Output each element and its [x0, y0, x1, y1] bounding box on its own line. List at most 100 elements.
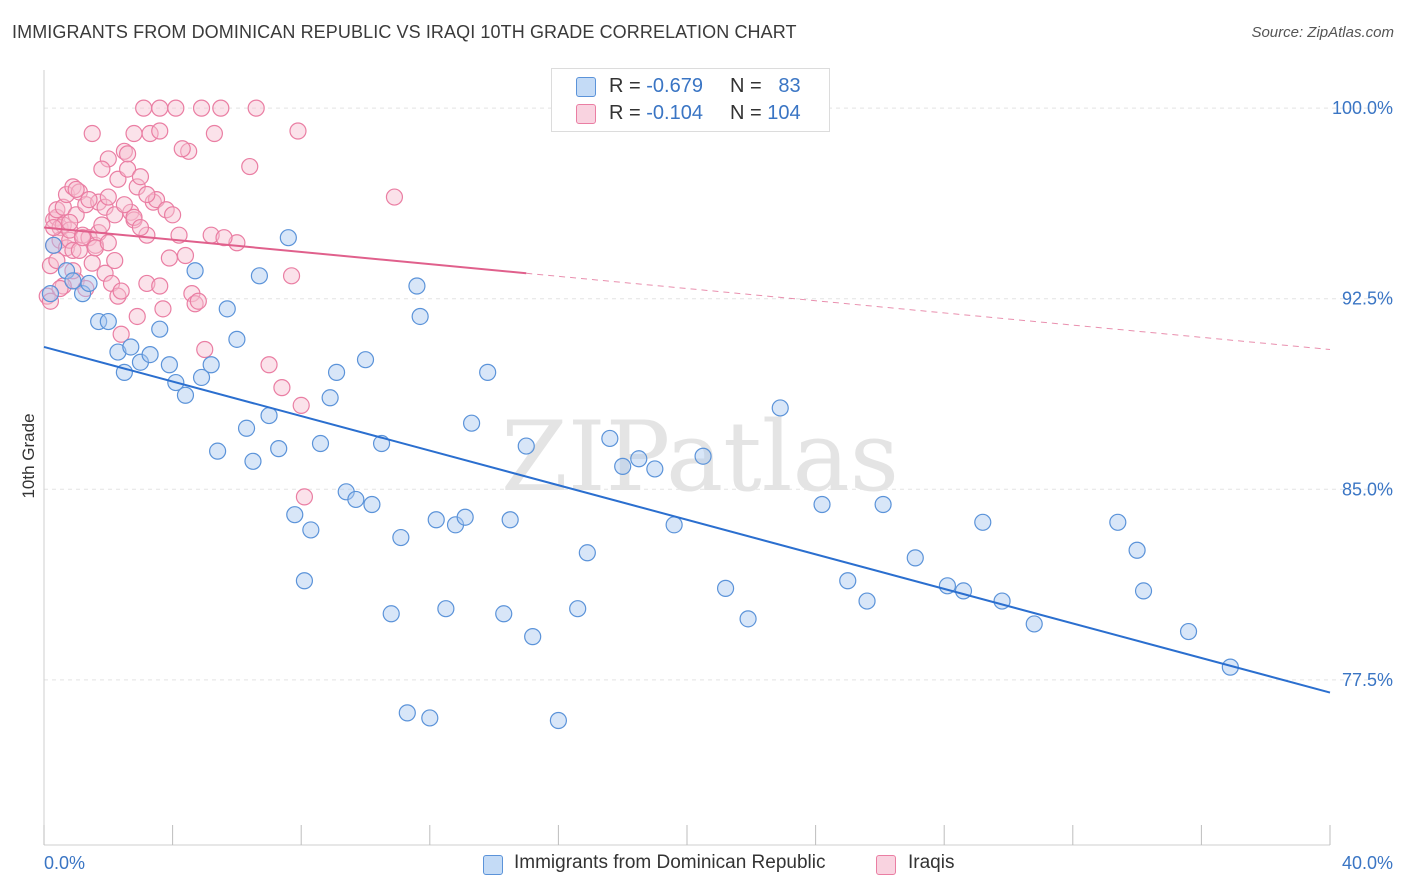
data-point-dominican: [295, 572, 314, 590]
data-point-dominican: [427, 511, 445, 529]
bottom-legend-swatch-blue: [483, 855, 503, 875]
data-point-iraqis: [205, 124, 223, 143]
data-point-iraqis: [192, 99, 211, 117]
data-point-dominican: [874, 495, 892, 514]
axes: [43, 70, 1331, 846]
data-point-iraqis: [96, 264, 114, 282]
data-point-dominican: [501, 511, 519, 529]
data-point-dominican: [421, 709, 439, 727]
data-point-dominican: [141, 345, 159, 364]
legend-swatch-blue: [576, 77, 596, 97]
data-point-iraqis: [273, 379, 291, 397]
data-point-dominican: [906, 549, 924, 567]
legend-swatch-pink: [576, 104, 596, 124]
data-point-iraqis: [247, 99, 265, 117]
data-point-iraqis: [73, 229, 92, 247]
data-point-dominican: [356, 351, 375, 369]
y-tick-label: 77.5%: [1342, 670, 1393, 690]
data-point-dominican: [1128, 541, 1146, 559]
data-point-iraqis: [83, 124, 101, 143]
data-point-iraqis: [99, 234, 117, 252]
data-point-dominican: [578, 544, 596, 562]
data-point-iraqis: [289, 122, 307, 140]
data-point-dominican: [614, 457, 632, 475]
data-point-dominican: [813, 495, 831, 514]
data-point-dominican: [1025, 615, 1043, 633]
data-point-dominican: [80, 274, 98, 293]
legend-n-pink: N = 104: [730, 102, 801, 124]
data-point-dominican: [456, 508, 474, 526]
data-point-dominican: [160, 356, 178, 374]
data-point-dominican: [630, 450, 648, 468]
series-dominican-republic: [41, 229, 1239, 730]
data-point-iraqis: [141, 124, 159, 143]
y-tick-label: 85.0%: [1342, 479, 1393, 499]
data-point-iraqis: [38, 287, 56, 305]
data-point-dominican: [192, 368, 211, 387]
data-point-iraqis: [173, 140, 191, 158]
y-tick-label: 92.5%: [1342, 289, 1393, 309]
data-point-iraqis: [167, 99, 185, 117]
data-point-dominican: [218, 300, 236, 318]
data-point-iraqis: [106, 251, 124, 270]
correlation-legend: R = -0.679 N = 83 R = -0.104 N = 104: [551, 68, 830, 132]
y-axis-label: 10th Grade: [19, 413, 38, 498]
trend-line-dominican: [43, 346, 1331, 694]
trend-line-iraqis-extended: [526, 272, 1331, 351]
data-point-dominican: [1134, 582, 1153, 600]
data-point-dominican: [398, 704, 416, 722]
data-point-iraqis: [67, 180, 85, 199]
data-point-dominican: [321, 389, 339, 407]
data-point-iraqis: [64, 262, 82, 280]
data-point-dominican: [286, 506, 304, 524]
bottom-legend-label-iraqis: Iraqis: [908, 852, 955, 873]
data-point-iraqis: [131, 168, 150, 186]
data-point-iraqis: [99, 150, 117, 168]
data-point-iraqis: [125, 124, 143, 143]
legend-row-iraqis: R = -0.104 N = 104: [552, 100, 829, 126]
data-point-dominican: [41, 285, 60, 303]
bottom-legend-label-dominican: Immigrants from Dominican Republic: [514, 852, 826, 873]
source-label: Source: ZipAtlas.com: [1251, 24, 1394, 41]
data-point-iraqis: [131, 218, 150, 237]
data-point-iraqis: [54, 198, 72, 216]
data-point-iraqis: [151, 99, 169, 117]
data-point-iraqis: [51, 279, 69, 298]
data-point-iraqis: [196, 340, 214, 359]
y-tick-label: 100.0%: [1332, 98, 1393, 118]
legend-row-dominican: R = -0.679 N = 83: [552, 73, 829, 99]
data-point-dominican: [601, 429, 619, 448]
data-point-dominican: [495, 605, 513, 623]
data-point-dominican: [209, 442, 227, 460]
data-point-dominican: [411, 307, 429, 326]
data-point-iraqis: [80, 190, 98, 209]
data-point-iraqis: [186, 295, 204, 313]
tick-labels: 100.0% 92.5% 85.0% 77.5% 0.0% 40.0%: [44, 98, 1393, 873]
data-point-iraqis: [109, 287, 127, 305]
data-point-dominican: [665, 516, 683, 534]
data-point-dominican: [270, 440, 288, 458]
data-point-dominican: [462, 414, 481, 432]
data-point-dominican: [437, 600, 455, 618]
data-point-iraqis: [292, 396, 310, 415]
data-point-dominican: [363, 495, 381, 514]
data-point-dominican: [122, 338, 140, 356]
data-point-iraqis: [118, 160, 137, 178]
data-point-dominican: [408, 277, 426, 295]
data-point-dominican: [202, 356, 220, 374]
data-point-dominican: [974, 513, 992, 531]
data-point-dominican: [57, 262, 76, 280]
data-point-iraqis: [260, 356, 278, 374]
data-point-dominican: [228, 330, 246, 348]
data-point-iraqis: [164, 206, 182, 224]
data-point-dominican: [716, 579, 735, 597]
data-point-dominican: [244, 452, 262, 470]
data-point-iraqis: [64, 241, 82, 260]
data-point-iraqis: [125, 208, 143, 226]
data-point-dominican: [250, 267, 269, 285]
x-tick-label: 0.0%: [44, 853, 85, 873]
data-point-iraqis: [112, 325, 130, 343]
data-point-dominican: [90, 312, 108, 331]
data-point-dominican: [839, 572, 857, 590]
